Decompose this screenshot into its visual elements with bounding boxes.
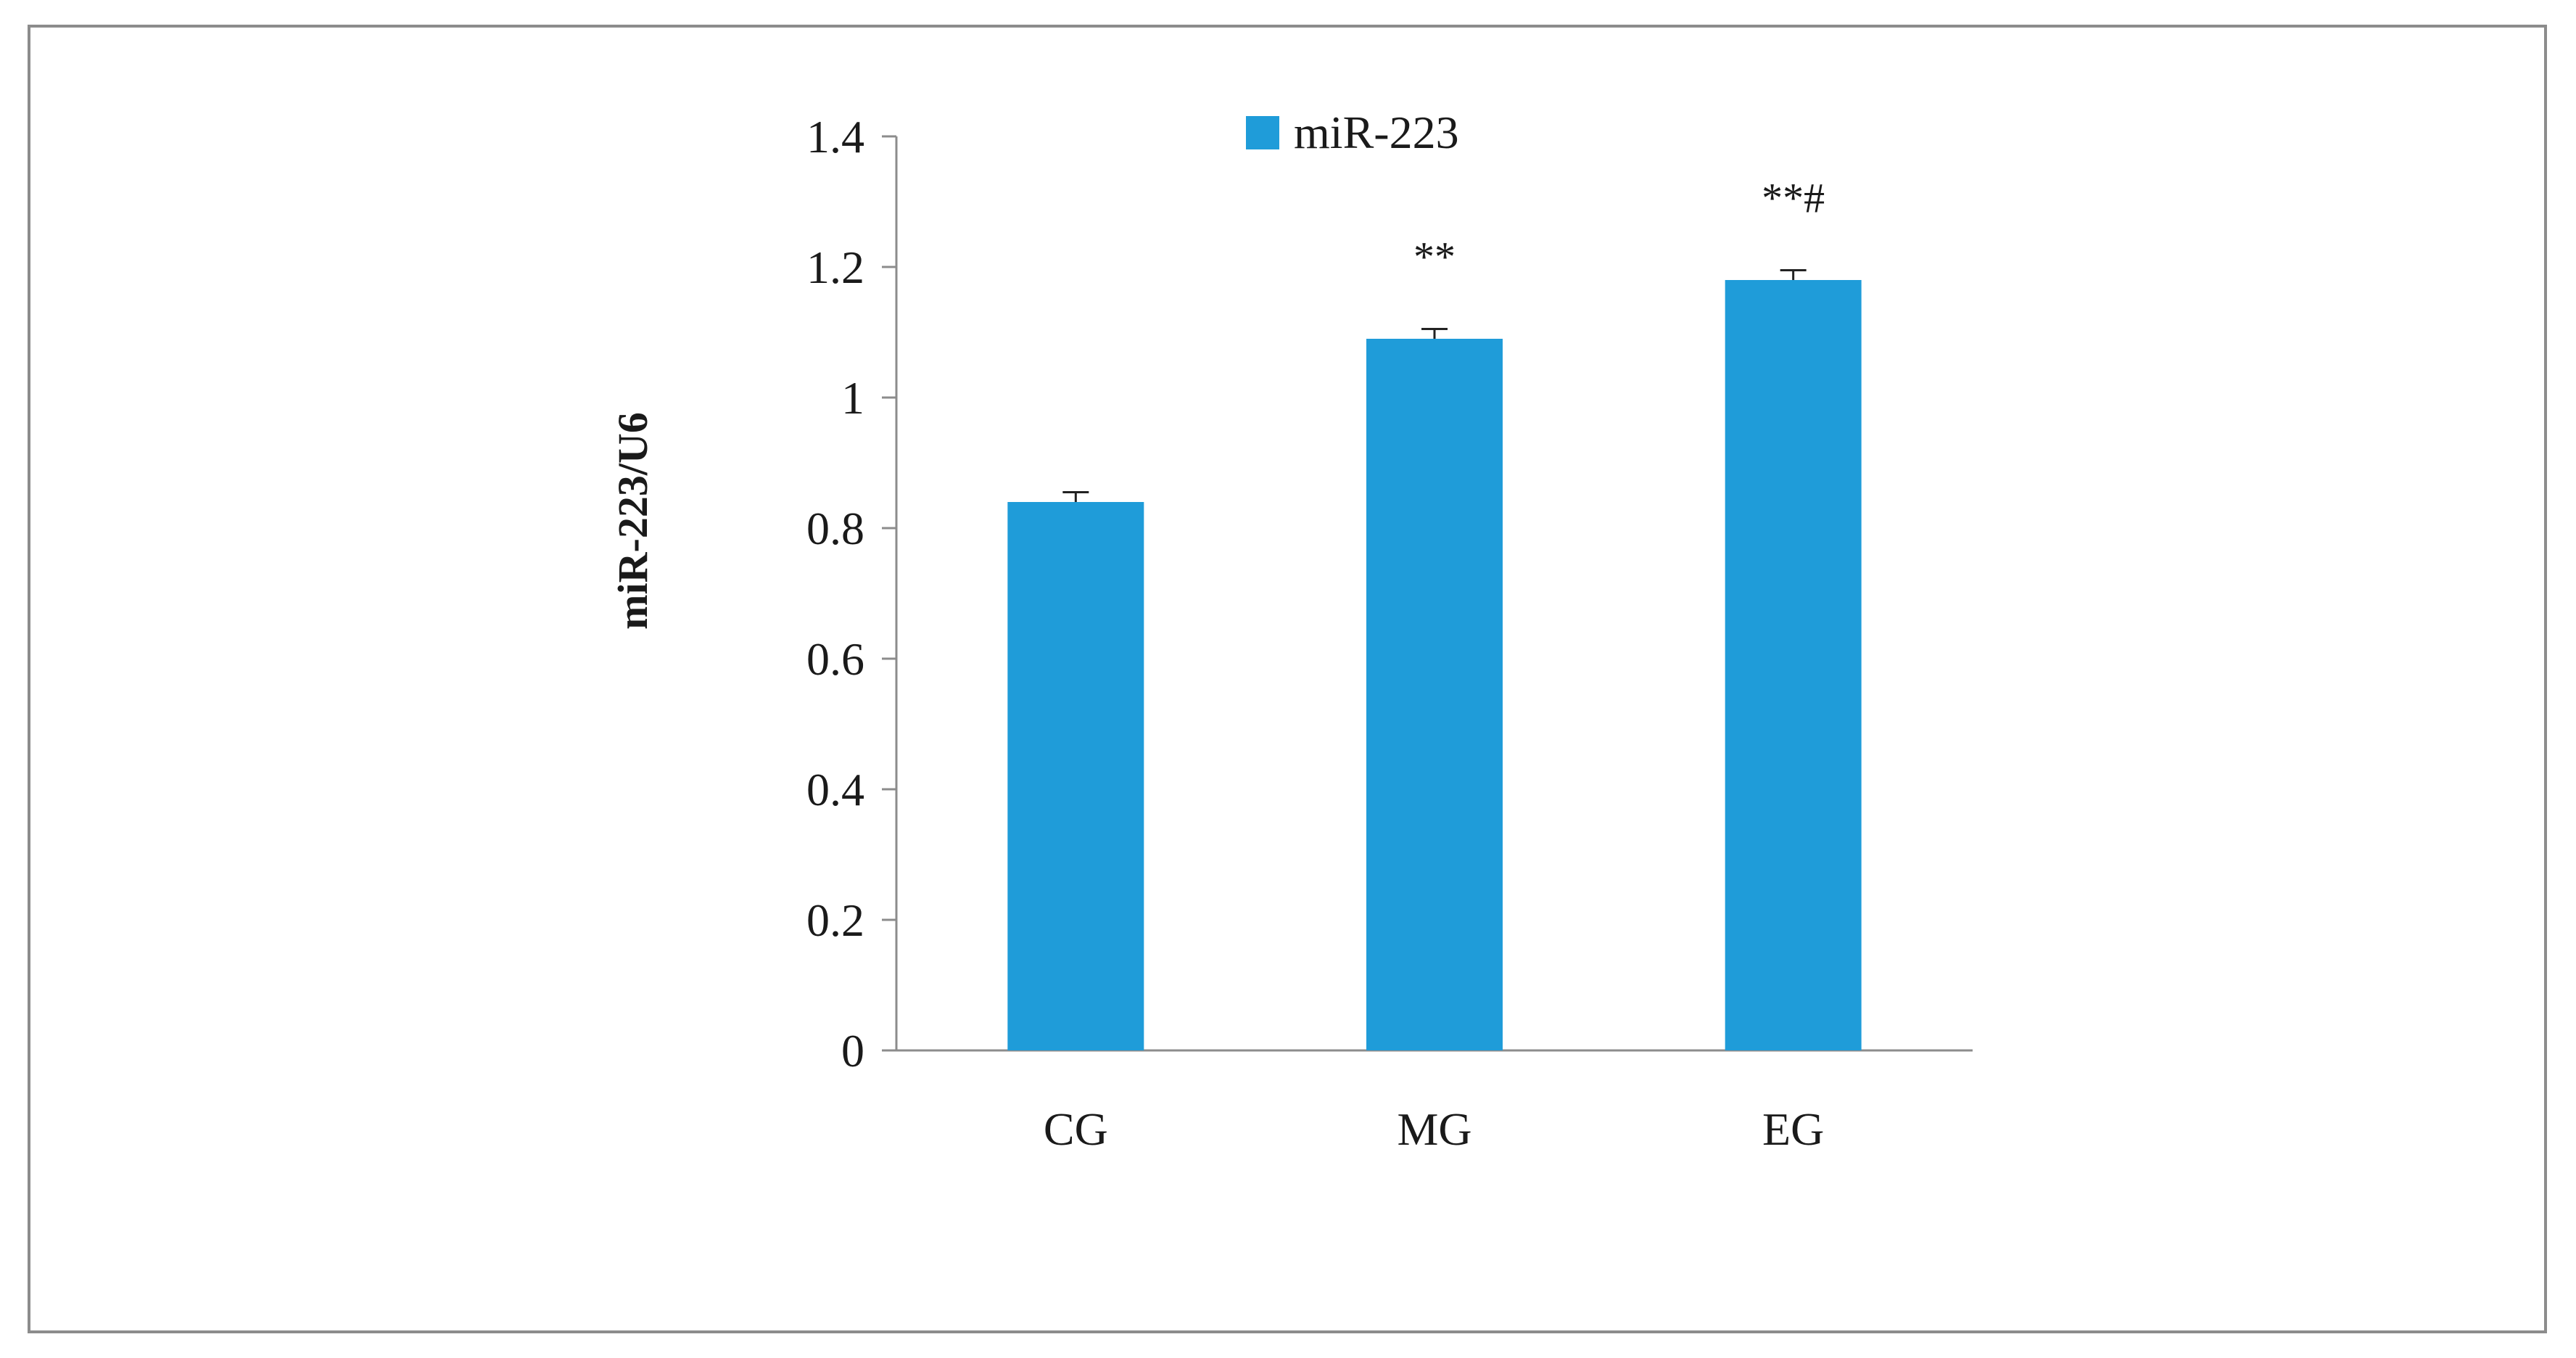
- y-tick-label: 0.4: [806, 764, 864, 815]
- legend-label: miR-223: [1294, 107, 1459, 158]
- legend: miR-223: [1246, 107, 1459, 158]
- x-axis: CG MG EG: [896, 1049, 1973, 1155]
- bars: [1007, 280, 1862, 1050]
- y-tick-label: 0.8: [806, 503, 864, 554]
- significance-label: **: [1413, 234, 1456, 281]
- y-tick-label: 0.2: [806, 894, 864, 946]
- y-tick-label: 1.4: [806, 111, 864, 162]
- legend-swatch: [1246, 116, 1279, 149]
- x-tick-label: EG: [1762, 1103, 1824, 1155]
- chart-border: [28, 25, 2547, 1333]
- significance-label: **#: [1762, 175, 1825, 222]
- bar-cg: [1007, 502, 1144, 1050]
- bar-eg: [1725, 280, 1862, 1050]
- bar-mg: [1366, 339, 1503, 1050]
- error-bars: [1062, 269, 1807, 502]
- significance-annotations: ** **#: [1413, 175, 1825, 281]
- y-tick-label: 0: [841, 1025, 864, 1077]
- y-axis: 0 0.2 0.4 0.6 0.8 1 1.2 1.4: [806, 111, 898, 1077]
- x-tick-label: MG: [1397, 1103, 1471, 1155]
- y-tick-label: 0.6: [806, 633, 864, 685]
- y-axis-label: miR-223/U6: [609, 412, 656, 630]
- y-tick-label: 1: [841, 372, 864, 424]
- y-tick-label: 1.2: [806, 242, 864, 293]
- x-tick-label: CG: [1044, 1103, 1108, 1155]
